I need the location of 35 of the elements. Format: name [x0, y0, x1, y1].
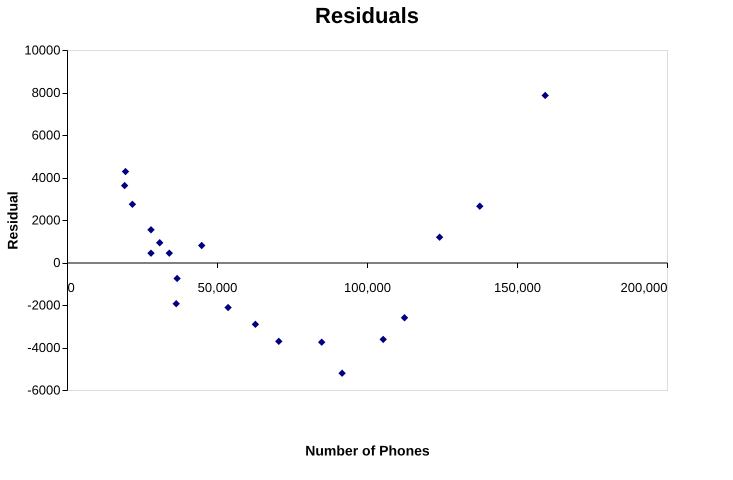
y-axis-title: Residual — [4, 191, 20, 250]
x-tick-label: 0 — [68, 280, 75, 295]
y-tick-label: 2000 — [32, 212, 60, 228]
point — [541, 92, 549, 100]
y-tick-label: 0 — [53, 255, 60, 270]
point — [172, 300, 180, 308]
point — [128, 200, 136, 208]
y-tick-label: -6000 — [27, 382, 60, 398]
y-tick-label: 10000 — [24, 42, 60, 58]
point — [147, 249, 155, 257]
chart-title: Residuals — [315, 3, 419, 28]
point — [436, 234, 444, 241]
point — [318, 338, 326, 346]
y-tick-label: -4000 — [27, 340, 60, 355]
x-tick-label: 150,000 — [494, 280, 541, 295]
x-tick-label: 50,000 — [198, 280, 238, 295]
y-tick-label: 6000 — [32, 128, 60, 142]
point — [122, 168, 130, 176]
point — [224, 304, 232, 312]
x-tick-label: 100,000 — [344, 280, 391, 295]
point — [338, 370, 346, 377]
point — [166, 249, 174, 257]
point — [275, 338, 283, 346]
point — [120, 182, 128, 190]
point — [173, 274, 181, 282]
y-tick-label: -2000 — [27, 298, 60, 312]
point — [252, 320, 260, 328]
point — [379, 336, 387, 344]
x-tick-label: 200,000 — [620, 280, 668, 295]
point — [198, 242, 206, 250]
point — [156, 239, 164, 246]
y-tick-label: 4000 — [32, 170, 60, 185]
x-axis-title: Number of Phones — [305, 442, 430, 458]
point — [476, 202, 484, 210]
y-tick-label: 8000 — [32, 85, 60, 100]
